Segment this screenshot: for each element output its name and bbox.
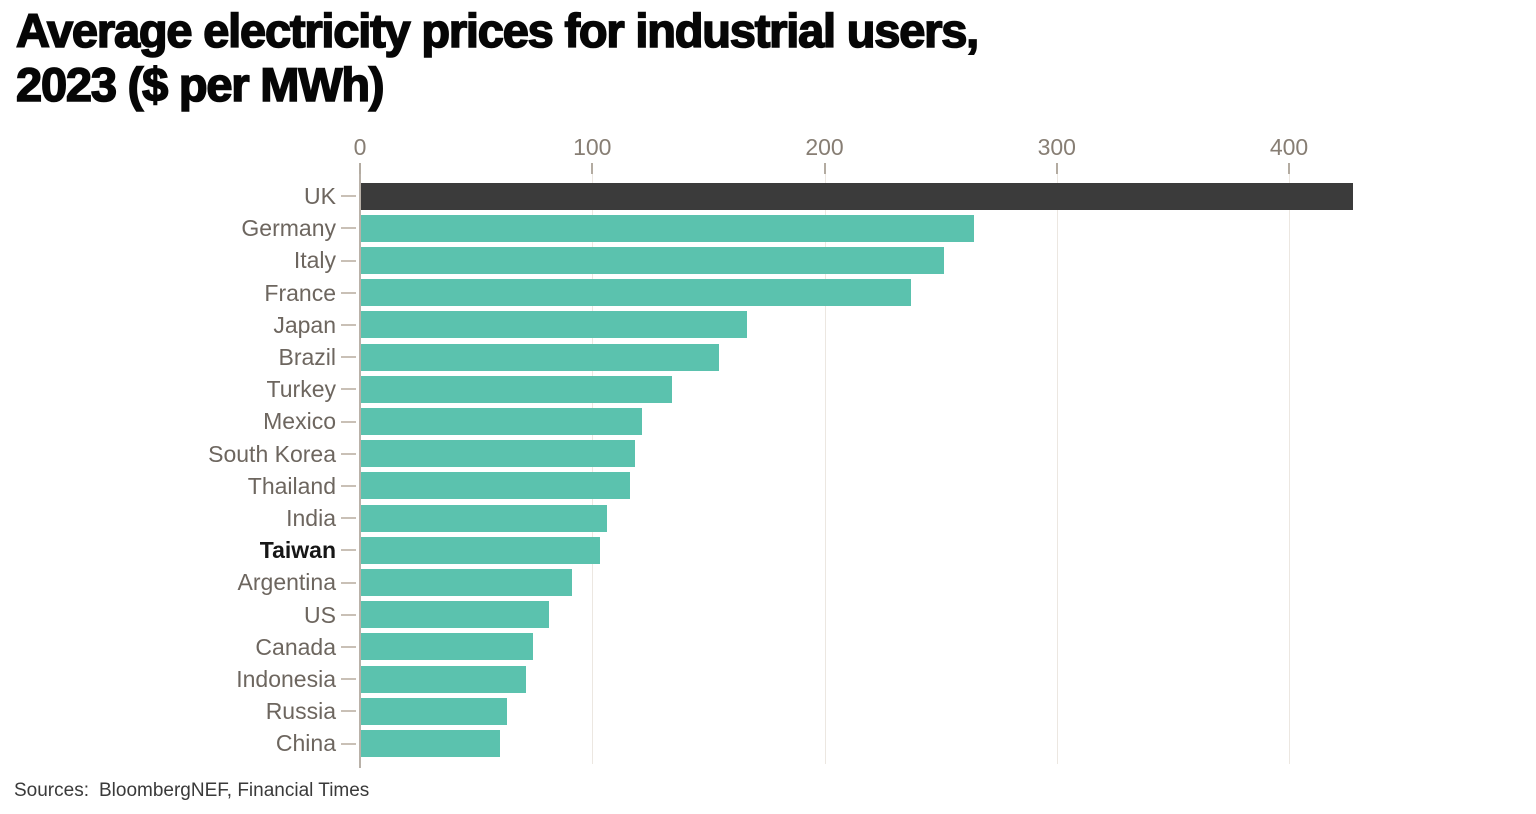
bar-mexico: [361, 408, 643, 435]
category-tick-russia: [341, 710, 356, 713]
category-label-taiwan: Taiwan: [259, 537, 336, 564]
category-label-china: China: [275, 730, 336, 757]
category-tick-canada: [341, 645, 356, 648]
y-axis-line: [359, 163, 361, 768]
x-tick-mark-0: [359, 163, 361, 174]
gridline-100: [592, 174, 594, 764]
bar-argentina: [361, 569, 573, 596]
x-tick-mark-400: [1288, 163, 1290, 174]
category-label-germany: Germany: [241, 215, 336, 242]
category-tick-south-korea: [341, 452, 356, 455]
bar-russia: [361, 697, 508, 725]
category-tick-japan: [341, 323, 356, 326]
category-label-japan: Japan: [273, 311, 336, 338]
bar-india: [361, 504, 608, 532]
category-tick-uk: [341, 195, 356, 198]
category-tick-mexico: [341, 420, 356, 423]
category-label-south-korea: South Korea: [208, 440, 336, 467]
x-tick-label-100: 100: [573, 134, 612, 160]
x-tick-label-400: 400: [1269, 134, 1309, 160]
category-tick-china: [341, 742, 356, 745]
category-label-mexico: Mexico: [263, 408, 336, 435]
category-label-russia: Russia: [265, 698, 336, 725]
category-tick-indonesia: [341, 678, 356, 681]
x-tick-label-300: 300: [1037, 134, 1076, 160]
category-label-india: India: [286, 505, 336, 531]
bar-uk: [361, 182, 1353, 210]
x-tick-label-0: 0: [353, 134, 367, 160]
bar-italy: [361, 247, 944, 274]
category-tick-india: [341, 517, 356, 520]
x-tick-mark-200: [823, 163, 826, 174]
source-note: Sources: BloombergNEF, Financial Times: [14, 780, 369, 802]
category-tick-italy: [341, 259, 356, 262]
source-label: Sources:: [14, 780, 89, 801]
category-tick-taiwan: [341, 549, 356, 552]
category-label-indonesia: Indonesia: [236, 666, 336, 692]
bar-thailand: [361, 472, 631, 500]
bar-france: [361, 279, 912, 307]
category-label-thailand: Thailand: [247, 472, 336, 499]
category-label-argentina: Argentina: [237, 569, 336, 596]
bar-china: [361, 730, 501, 757]
category-tick-germany: [341, 227, 356, 230]
x-tick-label-200: 200: [805, 134, 844, 160]
gridline-400: [1289, 174, 1290, 764]
category-tick-argentina: [341, 581, 356, 584]
x-tick-mark-300: [1055, 163, 1058, 174]
category-label-uk: UK: [304, 183, 336, 209]
bar-brazil: [361, 343, 719, 371]
bar-south-korea: [361, 440, 636, 468]
bar-germany: [361, 214, 975, 242]
chart-title: Average electricity prices for industria…: [15, 3, 1496, 112]
chart-title-line-2: 2023 ($ per MWh): [15, 57, 385, 112]
gridline-300: [1056, 174, 1058, 764]
bar-taiwan: [361, 536, 601, 564]
x-tick-mark-100: [591, 163, 594, 174]
bar-canada: [361, 633, 533, 661]
category-label-us: US: [304, 601, 336, 628]
category-tick-thailand: [341, 484, 356, 487]
category-label-canada: Canada: [255, 633, 336, 660]
bar-indonesia: [361, 665, 526, 693]
bar-us: [361, 601, 550, 629]
category-tick-brazil: [341, 356, 356, 359]
category-label-turkey: Turkey: [266, 376, 336, 403]
category-label-italy: Italy: [293, 247, 336, 274]
bar-japan: [361, 311, 747, 339]
gridline-200: [824, 174, 826, 764]
category-tick-france: [341, 291, 356, 294]
category-label-brazil: Brazil: [278, 344, 336, 370]
bar-turkey: [361, 375, 673, 403]
chart-title-line-1: Average electricity prices for industria…: [15, 3, 980, 58]
category-tick-us: [341, 613, 356, 616]
source-text: BloombergNEF, Financial Times: [98, 780, 370, 801]
category-tick-turkey: [341, 388, 356, 391]
category-label-france: France: [264, 279, 336, 306]
